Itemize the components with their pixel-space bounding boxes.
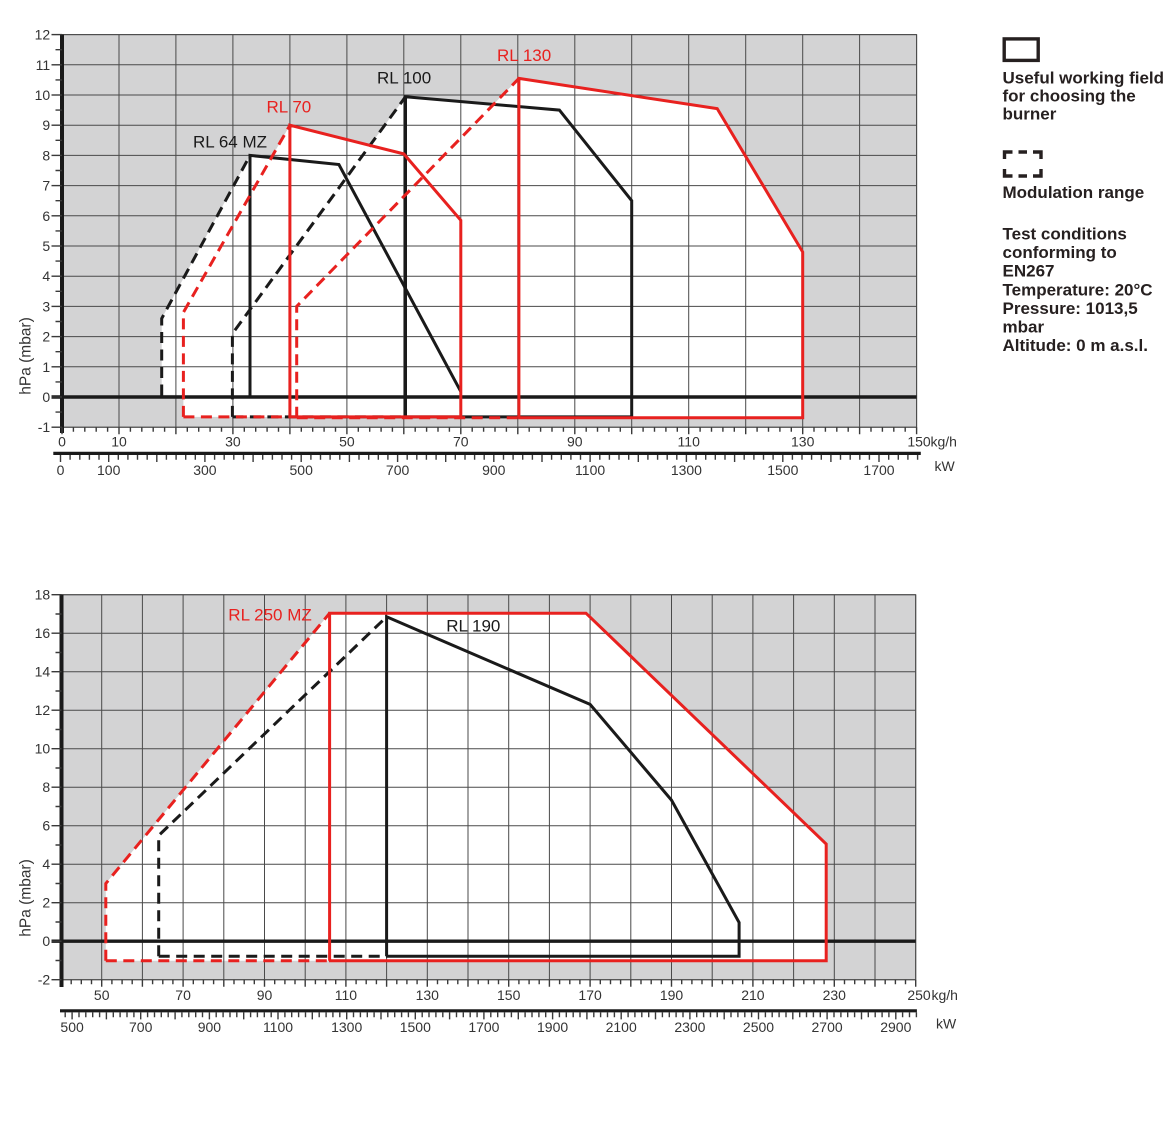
svg-text:6: 6 [42, 208, 50, 224]
svg-text:14: 14 [35, 664, 51, 680]
svg-text:100: 100 [97, 462, 121, 478]
svg-text:1700: 1700 [863, 462, 894, 478]
svg-text:3: 3 [42, 298, 50, 314]
svg-text:2300: 2300 [674, 1019, 705, 1035]
svg-text:11: 11 [36, 57, 51, 73]
svg-text:130: 130 [416, 987, 440, 1003]
svg-text:2700: 2700 [812, 1019, 843, 1035]
svg-text:70: 70 [453, 434, 469, 450]
svg-text:900: 900 [482, 462, 506, 478]
svg-text:-1: -1 [38, 419, 51, 435]
svg-text:300: 300 [193, 462, 217, 478]
svg-text:90: 90 [257, 987, 273, 1003]
svg-text:0: 0 [42, 933, 50, 949]
svg-text:130: 130 [791, 434, 815, 450]
svg-text:Test conditions: Test conditions [1003, 225, 1127, 244]
svg-text:Temperature: 20°C: Temperature: 20°C [1003, 280, 1153, 299]
svg-text:Useful working field: Useful working field [1003, 69, 1165, 88]
svg-text:30: 30 [225, 434, 241, 450]
svg-text:RL 250 MZ: RL 250 MZ [228, 606, 311, 625]
svg-text:110: 110 [678, 434, 701, 450]
svg-text:RL 190: RL 190 [446, 617, 500, 636]
svg-text:8: 8 [42, 779, 50, 795]
svg-text:210: 210 [741, 987, 765, 1003]
svg-text:10: 10 [35, 87, 51, 103]
svg-text:hPa (mbar): hPa (mbar) [18, 317, 35, 395]
svg-text:RL 70: RL 70 [267, 98, 312, 117]
svg-text:900: 900 [198, 1019, 222, 1035]
svg-text:4: 4 [42, 268, 50, 284]
svg-text:0: 0 [58, 434, 66, 450]
svg-text:10: 10 [35, 741, 51, 757]
svg-text:RL 130: RL 130 [497, 46, 551, 65]
svg-text:1900: 1900 [537, 1019, 568, 1035]
svg-text:18: 18 [35, 587, 51, 603]
svg-text:2900: 2900 [880, 1019, 911, 1035]
svg-text:kW: kW [936, 1016, 957, 1032]
svg-text:hPa (mbar): hPa (mbar) [18, 859, 35, 937]
svg-text:50: 50 [339, 434, 355, 450]
svg-text:0: 0 [57, 462, 65, 478]
svg-text:burner: burner [1003, 105, 1057, 124]
svg-text:EN267: EN267 [1003, 262, 1055, 281]
svg-text:230: 230 [823, 987, 847, 1003]
svg-text:700: 700 [129, 1019, 153, 1035]
svg-text:1500: 1500 [767, 462, 798, 478]
svg-text:90: 90 [567, 434, 583, 450]
svg-text:1100: 1100 [263, 1019, 293, 1035]
svg-text:0: 0 [42, 389, 50, 405]
svg-text:50: 50 [94, 987, 110, 1003]
svg-text:12: 12 [35, 702, 51, 718]
svg-text:500: 500 [60, 1019, 84, 1035]
svg-text:Modulation range: Modulation range [1003, 183, 1145, 202]
svg-text:10: 10 [111, 434, 127, 450]
svg-text:kg/h: kg/h [932, 987, 958, 1003]
svg-text:RL 100: RL 100 [377, 69, 431, 88]
svg-text:2500: 2500 [743, 1019, 774, 1035]
svg-text:-2: -2 [38, 972, 51, 988]
svg-text:mbar: mbar [1003, 318, 1045, 337]
svg-text:500: 500 [290, 462, 314, 478]
svg-text:110: 110 [335, 987, 358, 1003]
svg-text:8: 8 [42, 147, 50, 163]
svg-text:conforming to: conforming to [1003, 243, 1117, 262]
svg-text:700: 700 [386, 462, 410, 478]
svg-text:170: 170 [578, 987, 602, 1003]
svg-text:kg/h: kg/h [931, 434, 957, 450]
svg-text:250: 250 [907, 987, 931, 1003]
svg-text:150: 150 [907, 434, 931, 450]
svg-text:150: 150 [497, 987, 521, 1003]
svg-text:Pressure: 1013,5: Pressure: 1013,5 [1003, 299, 1138, 318]
svg-text:1500: 1500 [400, 1019, 431, 1035]
svg-text:5: 5 [42, 238, 50, 254]
svg-text:2: 2 [42, 895, 50, 911]
svg-text:6: 6 [42, 818, 50, 834]
svg-text:7: 7 [42, 178, 50, 194]
svg-text:70: 70 [175, 987, 191, 1003]
svg-text:2: 2 [42, 329, 50, 345]
svg-text:Altitude: 0 m a.s.l.: Altitude: 0 m a.s.l. [1003, 336, 1148, 355]
svg-text:12: 12 [35, 27, 51, 43]
svg-text:16: 16 [35, 625, 51, 641]
svg-text:1700: 1700 [468, 1019, 499, 1035]
svg-text:9: 9 [42, 117, 50, 133]
svg-text:1300: 1300 [671, 462, 702, 478]
svg-text:1100: 1100 [575, 462, 605, 478]
svg-text:RL 64 MZ: RL 64 MZ [193, 133, 267, 152]
svg-text:1: 1 [42, 359, 50, 375]
svg-text:kW: kW [935, 458, 956, 474]
svg-text:4: 4 [42, 856, 50, 872]
svg-text:for choosing the: for choosing the [1003, 87, 1136, 106]
svg-text:190: 190 [660, 987, 684, 1003]
svg-text:1300: 1300 [331, 1019, 362, 1035]
svg-text:2100: 2100 [606, 1019, 637, 1035]
